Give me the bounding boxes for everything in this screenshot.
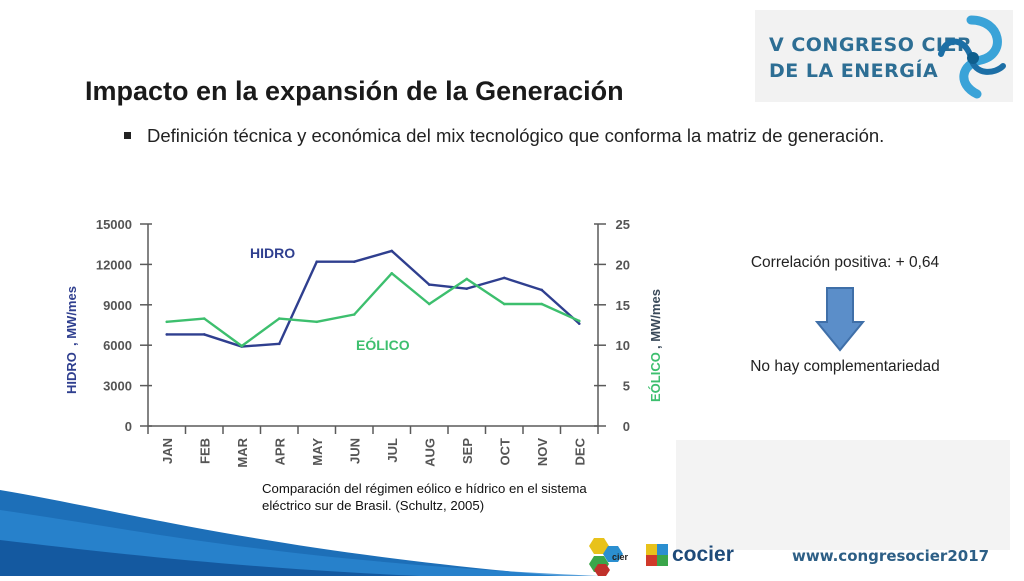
y-tick-label-left: 12000 <box>96 257 132 272</box>
data-point-hidro <box>315 260 319 264</box>
y-tick-label-right: 20 <box>616 257 630 272</box>
data-point-eolico <box>427 302 431 306</box>
data-point-hidro <box>427 283 431 286</box>
x-tick-label: MAY <box>310 438 325 466</box>
y-tick-label-right: 10 <box>616 338 630 353</box>
y-tick-label-right: 5 <box>623 379 630 394</box>
data-point-eolico <box>390 271 394 275</box>
congress-logo: V CONGRESO CIER DE LA ENERGÍA <box>755 10 1013 102</box>
data-point-eolico <box>540 302 544 306</box>
down-arrow-icon <box>815 287 865 352</box>
y-tick-label-right: 15 <box>616 298 630 313</box>
data-point-eolico <box>240 344 244 348</box>
cier-logo-text: cier <box>612 552 629 562</box>
logo-swirl-icon <box>938 15 1006 99</box>
y-tick-label-left: 0 <box>125 419 132 434</box>
data-point-hidro <box>465 287 469 290</box>
data-point-hidro <box>390 249 394 253</box>
data-point-hidro <box>577 322 581 325</box>
x-tick-label: SEP <box>460 438 475 464</box>
series-line-eolico <box>166 272 580 348</box>
y-tick-label-right: 0 <box>623 419 630 434</box>
data-point-eolico <box>465 277 469 281</box>
y-tick-label-left: 6000 <box>103 338 132 353</box>
x-tick-label: JUL <box>385 438 400 463</box>
cocier-logo-text: cocier <box>672 543 734 566</box>
series-line-hidro <box>166 249 581 348</box>
x-tick-label: FEB <box>197 438 212 464</box>
ylabel-left-a: HIDRO <box>64 352 79 394</box>
x-tick-label: JUN <box>347 438 362 464</box>
ylabel-right-a: EÓLICO <box>648 352 663 402</box>
ylabel-left-b: , MW/mes <box>64 286 79 346</box>
data-point-hidro <box>502 276 506 280</box>
series-label-eolico: EÓLICO <box>356 336 410 353</box>
x-tick-label: APR <box>272 437 287 465</box>
series-label-hidro: HIDRO <box>250 245 295 261</box>
data-point-eolico <box>277 317 281 320</box>
data-point-hidro <box>202 333 206 336</box>
x-tick-label: JAN <box>160 438 175 464</box>
footer-panel <box>676 440 1010 550</box>
data-point-hidro <box>352 260 356 264</box>
data-point-hidro <box>277 342 281 346</box>
caption-line-2: eléctrico sur de Brasil. (Schultz, 2005) <box>262 498 485 513</box>
data-point-hidro <box>540 288 544 292</box>
cier-logo-icon: cier <box>589 538 629 576</box>
data-point-eolico <box>315 320 319 324</box>
cocier-mark-icon <box>646 544 668 566</box>
data-point-eolico <box>502 302 506 306</box>
footer-url: www.congresocier2017 <box>792 547 990 565</box>
chart-caption: Comparación del régimen eólico e hídrico… <box>262 480 682 514</box>
slide-title: Impacto en la expansión de la Generación <box>85 76 624 106</box>
conclusion-text: No hay complementariedad <box>750 358 940 375</box>
decorative-swoosh <box>0 470 600 581</box>
data-point-eolico <box>352 313 356 316</box>
data-point-eolico <box>165 320 169 324</box>
hydro-wind-chart: 0 3000 6000 9000 12000 15000 0 5 10 15 20 25 JAN FEB M… <box>58 206 674 476</box>
y-tick-label-right: 25 <box>616 217 630 232</box>
x-tick-label: OCT <box>497 438 512 466</box>
correlation-text: Correlación positiva: + 0,64 <box>750 254 940 271</box>
caption-line-1: Comparación del régimen eólico e hídrico… <box>262 481 587 496</box>
data-point-hidro <box>165 333 169 336</box>
ylabel-right-b: , MW/mes <box>648 289 663 349</box>
x-tick-label: NOV <box>535 438 550 467</box>
data-point-eolico <box>202 317 206 320</box>
y-tick-label-left: 3000 <box>103 379 132 394</box>
bullet-marker <box>124 132 131 139</box>
x-tick-label: MAR <box>235 437 250 467</box>
logo-line-1: V CONGRESO CIER <box>769 34 973 56</box>
data-point-eolico <box>577 319 581 323</box>
x-tick-label: AUG <box>422 438 437 467</box>
y-tick-label-left: 15000 <box>96 217 132 232</box>
logo-line-2: DE LA ENERGÍA <box>769 60 939 82</box>
bullet-text: Definición técnica y económica del mix t… <box>147 125 885 146</box>
x-tick-label: DEC <box>572 437 587 465</box>
y-tick-label-left: 9000 <box>103 298 132 313</box>
